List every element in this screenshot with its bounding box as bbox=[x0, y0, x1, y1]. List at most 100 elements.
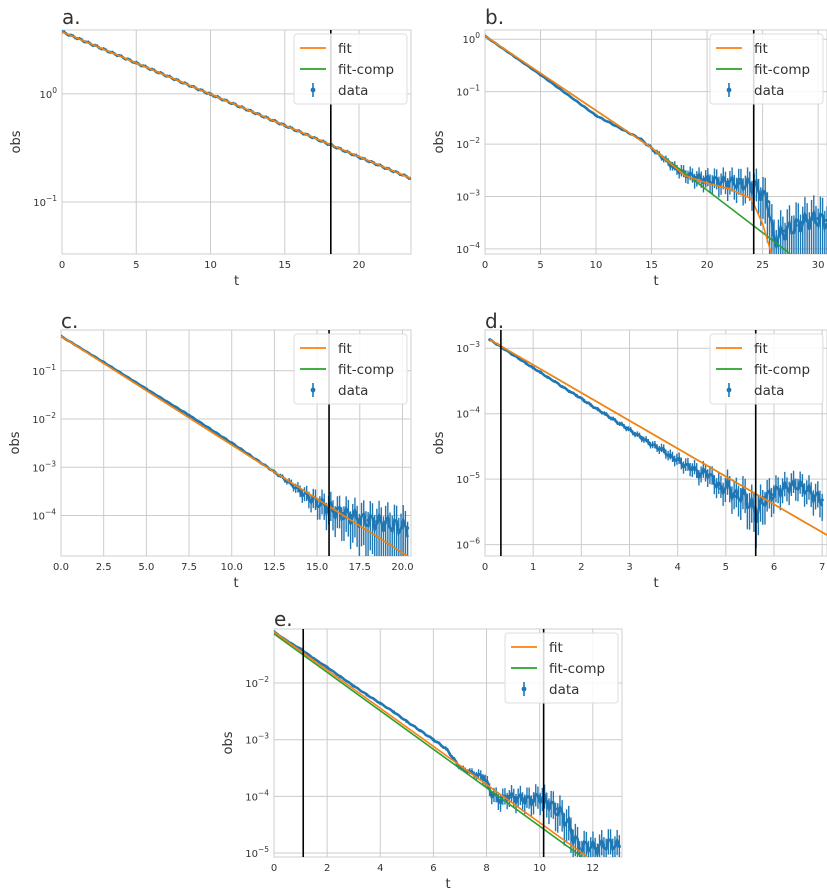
data-point bbox=[727, 180, 731, 184]
y-axis-label: obs bbox=[432, 431, 447, 454]
x-tick-label: 3 bbox=[626, 562, 632, 573]
fit-line bbox=[61, 335, 409, 556]
legend-box bbox=[293, 33, 408, 105]
legend-label: fit bbox=[338, 341, 352, 357]
x-tick-label: 10.0 bbox=[221, 562, 243, 573]
data-point bbox=[601, 843, 606, 847]
legend-label: fit-comp bbox=[754, 62, 810, 78]
data-point bbox=[569, 828, 574, 833]
x-tick-label: 5 bbox=[537, 260, 543, 271]
data-point bbox=[788, 226, 792, 230]
legend-label: data bbox=[754, 383, 784, 399]
data-point bbox=[594, 113, 598, 118]
legend-label: data bbox=[549, 682, 579, 698]
data-point bbox=[375, 519, 379, 524]
x-tick-label: 2.5 bbox=[96, 562, 112, 573]
x-tick-label: 0 bbox=[271, 863, 277, 874]
y-tick-label: 10−5 bbox=[456, 471, 480, 486]
legend: fit fit-comp data bbox=[504, 632, 619, 704]
y-tick-label: 10−3 bbox=[245, 732, 269, 747]
data-point bbox=[378, 701, 382, 705]
data-point bbox=[777, 233, 781, 238]
y-tick-label: 10−3 bbox=[32, 459, 56, 474]
plot-marks bbox=[485, 30, 827, 254]
data-point bbox=[632, 431, 636, 436]
data-point bbox=[574, 393, 579, 398]
legend-label: fit-comp bbox=[338, 62, 394, 78]
x-axis-label: t bbox=[233, 576, 238, 591]
data-point bbox=[733, 494, 738, 498]
legend-marker-dot bbox=[521, 686, 527, 692]
data-point bbox=[553, 807, 558, 811]
data-point bbox=[770, 493, 774, 497]
y-tick-label: 10−3 bbox=[456, 340, 480, 355]
x-tick-label: 17.5 bbox=[349, 562, 371, 573]
data-point bbox=[611, 417, 615, 421]
legend: fit fit-comp data bbox=[293, 33, 408, 105]
x-tick-label: 5 bbox=[133, 260, 139, 271]
data-point bbox=[431, 738, 435, 742]
data-point bbox=[784, 485, 788, 489]
x-tick-label: 0 bbox=[482, 260, 488, 271]
data-point bbox=[738, 181, 742, 185]
x-tick-label: 5.0 bbox=[138, 562, 154, 573]
data-point bbox=[530, 798, 534, 802]
legend-box bbox=[709, 333, 824, 405]
legend-label: fit bbox=[549, 640, 563, 656]
chart-panel-a: 0 5 10 15 20 10−1 100 t obs a. fit fit-comp data bbox=[9, 5, 412, 289]
y-tick-label: 10−1 bbox=[32, 363, 56, 378]
data-point bbox=[805, 218, 809, 222]
data-point bbox=[705, 178, 709, 182]
data-point bbox=[661, 448, 665, 452]
x-tick-label: 7.5 bbox=[181, 562, 197, 573]
x-tick-label: 10 bbox=[590, 260, 603, 271]
panel-label: a. bbox=[62, 5, 81, 29]
y-tick-label: 100 bbox=[462, 31, 480, 46]
x-tick-label: 10 bbox=[204, 260, 217, 271]
plot-marks bbox=[274, 629, 621, 857]
data-point bbox=[716, 179, 720, 183]
data-point bbox=[577, 846, 582, 851]
x-tick-label: 15.0 bbox=[306, 562, 328, 573]
data-point bbox=[791, 483, 795, 487]
y-axis-label: obs bbox=[221, 731, 236, 754]
panel-label: c. bbox=[61, 309, 78, 333]
data-point bbox=[358, 517, 362, 521]
legend-label: data bbox=[338, 83, 368, 99]
legend-label: fit-comp bbox=[754, 362, 810, 378]
y-tick-label: 10−2 bbox=[245, 675, 269, 690]
panel-label: b. bbox=[485, 5, 504, 29]
x-axis-label: t bbox=[653, 576, 658, 591]
data-point bbox=[593, 846, 598, 851]
data-point bbox=[383, 521, 387, 525]
data-point bbox=[794, 223, 798, 228]
legend-marker-dot bbox=[310, 387, 316, 393]
y-tick-label: 10−1 bbox=[33, 194, 57, 209]
data-point bbox=[749, 182, 754, 187]
data-point bbox=[712, 479, 716, 483]
data-point bbox=[560, 384, 564, 389]
data-point bbox=[538, 370, 542, 374]
data-point bbox=[553, 379, 557, 384]
data-point bbox=[760, 192, 765, 196]
data-point bbox=[514, 796, 518, 800]
data-point bbox=[603, 412, 608, 416]
y-axis-label: obs bbox=[8, 431, 23, 454]
x-axis-label: t bbox=[234, 274, 239, 289]
data-point bbox=[810, 217, 815, 221]
data-point bbox=[585, 843, 590, 847]
data-point bbox=[683, 464, 687, 468]
x-tick-label: 2 bbox=[324, 863, 330, 874]
x-axis-label: t bbox=[445, 877, 450, 892]
data-point bbox=[609, 841, 613, 845]
data-point bbox=[777, 488, 781, 492]
x-tick-label: 12 bbox=[586, 863, 599, 874]
y-tick-label: 10−2 bbox=[456, 136, 480, 151]
data-point bbox=[625, 426, 629, 430]
legend-label: fit-comp bbox=[338, 362, 394, 378]
x-tick-label: 0 bbox=[59, 260, 65, 271]
data-point bbox=[690, 466, 694, 470]
data-point bbox=[498, 798, 502, 802]
data-point bbox=[349, 513, 353, 518]
